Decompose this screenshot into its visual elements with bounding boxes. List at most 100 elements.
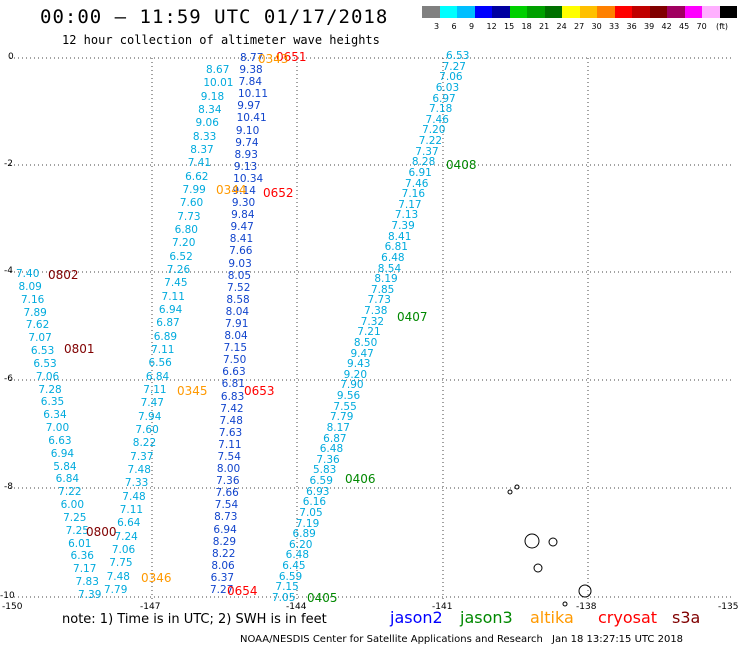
s3a-value: 6.81 bbox=[221, 378, 245, 391]
cryosat-value: 6.84 bbox=[55, 473, 80, 486]
cryosat-value: 8.09 bbox=[18, 280, 42, 293]
s3a-value: 8.04 bbox=[224, 330, 248, 343]
s3a-value: 9.14 bbox=[232, 185, 256, 197]
s3a-value: 7.52 bbox=[227, 281, 251, 294]
cryosat-value: 6.00 bbox=[60, 499, 85, 512]
jason3-value: 6.03 bbox=[435, 81, 460, 94]
color-swatch bbox=[579, 6, 597, 18]
s3a-value: 6.84 bbox=[145, 370, 170, 383]
color-swatch bbox=[562, 6, 580, 18]
s3a-value: 7.11 bbox=[143, 384, 167, 396]
color-scale-label: 36 bbox=[626, 22, 637, 31]
jason3-value: 7.55 bbox=[333, 400, 357, 413]
jason3-value: 7.36 bbox=[316, 453, 340, 466]
lon-label: -138 bbox=[576, 602, 597, 612]
map-title: 00:00 – 11:59 UTC 01/17/2018 bbox=[40, 6, 389, 28]
timestamp: Jan 18 13:27:15 UTC 2018 bbox=[552, 634, 684, 645]
s3a-value: 9.97 bbox=[237, 100, 261, 113]
color-swatch bbox=[667, 6, 685, 18]
s3a-value: 7.50 bbox=[222, 354, 247, 367]
jason3-value: 5.83 bbox=[312, 464, 337, 477]
cryosat-value: 7.17 bbox=[73, 563, 97, 576]
cryosat-value: 7.89 bbox=[23, 306, 47, 319]
s3a-value: 7.99 bbox=[182, 184, 206, 196]
s3a-value: 7.60 bbox=[179, 197, 204, 210]
s3a-value: 9.30 bbox=[231, 197, 256, 210]
color-scale-label: 27 bbox=[574, 22, 585, 31]
jason3-value: 7.39 bbox=[391, 220, 415, 233]
map-subtitle: 12 hour collection of altimeter wave hei… bbox=[62, 33, 380, 47]
s3a-value: 9.13 bbox=[233, 160, 258, 173]
s3a-value: 8.93 bbox=[234, 148, 258, 161]
cryosat-value: 5.84 bbox=[53, 460, 77, 473]
s3a-value: 9.84 bbox=[231, 209, 255, 222]
color-scale-label: 12 bbox=[486, 22, 497, 31]
color-swatch bbox=[719, 6, 737, 18]
s3a-value: 7.47 bbox=[140, 397, 164, 410]
s3a-value: 8.04 bbox=[225, 305, 250, 318]
time-label: 0407 bbox=[397, 310, 428, 324]
jason3-value: 7.16 bbox=[401, 188, 426, 201]
time-label: 0408 bbox=[446, 158, 477, 172]
legend-cryosat: cryosat bbox=[598, 608, 658, 627]
island-outline bbox=[514, 484, 520, 490]
jason3-value: 6.48 bbox=[319, 443, 344, 456]
jason3-value: 7.19 bbox=[295, 517, 320, 530]
s3a-value: 7.54 bbox=[217, 451, 241, 463]
s3a-value: 10.41 bbox=[236, 112, 267, 125]
cryosat-value: 7.83 bbox=[75, 576, 99, 589]
unit-label: (ft) bbox=[716, 22, 729, 31]
cryosat-value: 7.22 bbox=[58, 486, 82, 499]
s3a-value: 7.45 bbox=[164, 277, 188, 290]
lat-label: 0 bbox=[8, 52, 14, 62]
s3a-value: 7.20 bbox=[172, 237, 196, 250]
s3a-value: 8.06 bbox=[211, 559, 235, 572]
cryosat-value: 6.36 bbox=[70, 550, 94, 563]
s3a-value: 8.41 bbox=[229, 233, 254, 246]
s3a-value: 9.38 bbox=[239, 64, 263, 77]
jason3-value: 6.48 bbox=[381, 251, 405, 264]
s3a-value: 7.11 bbox=[218, 438, 242, 451]
color-swatch bbox=[684, 6, 702, 18]
color-swatch bbox=[509, 6, 527, 18]
s3a-value: 7.66 bbox=[229, 245, 253, 258]
s3a-value: 9.47 bbox=[230, 221, 254, 234]
jason3-value: 8.28 bbox=[411, 156, 436, 169]
cryosat-value: 6.94 bbox=[50, 447, 75, 460]
jason3-value: 7.06 bbox=[439, 71, 463, 84]
island-outline bbox=[507, 489, 513, 495]
island-outline bbox=[578, 584, 592, 598]
s3a-value: 9.18 bbox=[200, 90, 225, 103]
cryosat-value: 6.34 bbox=[43, 409, 67, 422]
color-swatch bbox=[457, 6, 475, 18]
note-text: note: 1) Time is in UTC; 2) SWH is in fe… bbox=[62, 612, 327, 627]
time-label: 0802 bbox=[48, 268, 79, 282]
jason3-value: 6.97 bbox=[432, 92, 456, 105]
s3a-value: 8.58 bbox=[226, 293, 250, 306]
s3a-value: 7.11 bbox=[161, 290, 185, 303]
s3a-value: 6.64 bbox=[117, 517, 141, 530]
lon-label: -150 bbox=[2, 602, 23, 612]
lon-label: -147 bbox=[140, 602, 161, 612]
jason3-value: 8.17 bbox=[326, 421, 350, 434]
s3a-value: 8.67 bbox=[206, 64, 230, 76]
time-label: 0801 bbox=[64, 342, 95, 356]
color-swatch bbox=[632, 6, 650, 18]
jason3-value: 6.20 bbox=[289, 538, 313, 551]
lat-label: -4 bbox=[4, 266, 13, 276]
cryosat-value: 6.35 bbox=[40, 396, 65, 409]
time-label: 0345 bbox=[177, 384, 208, 398]
s3a-value: 6.63 bbox=[222, 366, 246, 379]
legend-jason3: jason3 bbox=[460, 608, 513, 627]
time-label: 0653 bbox=[244, 384, 275, 398]
cryosat-value: 7.28 bbox=[38, 383, 62, 396]
jason3-value: 6.89 bbox=[292, 528, 316, 541]
jason3-value: 6.81 bbox=[384, 241, 408, 254]
s3a-value: 7.48 bbox=[122, 490, 146, 503]
color-scale-label: 30 bbox=[591, 22, 602, 31]
s3a-value: 7.11 bbox=[119, 504, 144, 516]
s3a-value: 6.83 bbox=[220, 390, 245, 403]
s3a-value: 8.33 bbox=[192, 130, 217, 143]
time-label: 0654 bbox=[227, 584, 258, 598]
